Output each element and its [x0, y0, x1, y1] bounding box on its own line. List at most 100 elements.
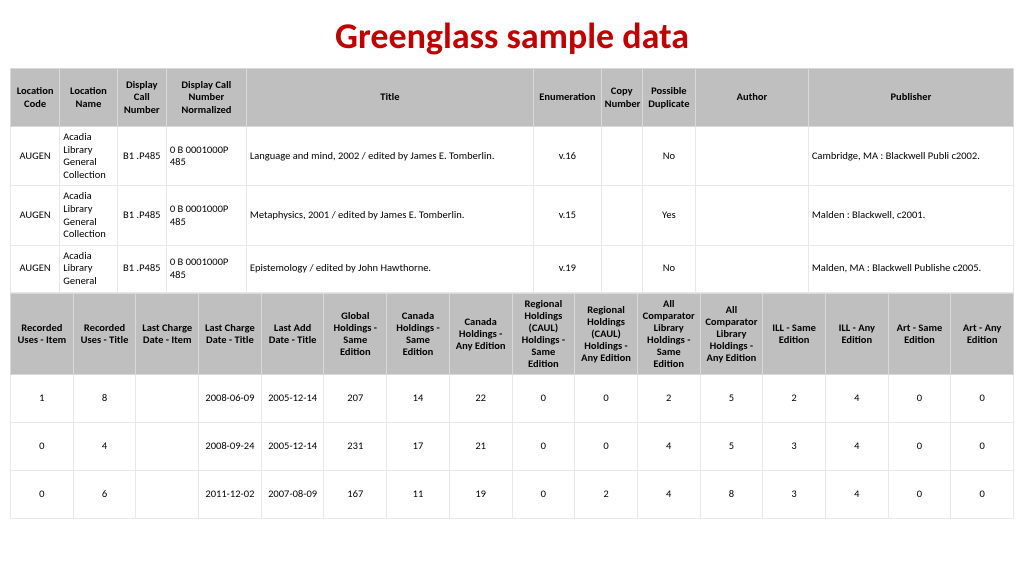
table2-col-11: All Comparator Library Holdings - Any Ed… — [700, 293, 763, 374]
table2-cell: 0 — [888, 422, 951, 470]
table1-cell — [696, 245, 809, 292]
table2-col-12: ILL - Same Edition — [763, 293, 826, 374]
table2-cell: 0 — [951, 422, 1014, 470]
table2-cell: 11 — [387, 470, 450, 518]
table1-cell — [601, 127, 642, 186]
table2-col-4: Last Add Date - Title — [261, 293, 324, 374]
table2-cell: 4 — [73, 422, 136, 470]
table2-cell: 2 — [763, 374, 826, 422]
table-row: 042008-09-242005-12-14231172100453400 — [11, 422, 1014, 470]
table2-cell: 0 — [512, 470, 575, 518]
table1-col-2: Display Call Number — [117, 69, 166, 127]
table2-cell: 14 — [387, 374, 450, 422]
table1-col-8: Author — [696, 69, 809, 127]
table1-cell: Acadia Library General — [60, 245, 117, 292]
table2-cell: 0 — [888, 470, 951, 518]
table2-cell: 4 — [825, 470, 888, 518]
table1-cell: Acadia Library General Collection — [60, 127, 117, 186]
table1-cell: 0 B 0001000P 485 — [166, 127, 246, 186]
table2-cell — [136, 374, 199, 422]
table1-cell: Malden, MA : Blackwell Publishe c2005. — [808, 245, 1013, 292]
table-row: AUGENAcadia Library GeneralB1 .P4850 B 0… — [11, 245, 1014, 292]
table1-cell: Yes — [642, 186, 695, 245]
table1-cell — [696, 127, 809, 186]
table2-col-7: Canada Holdings - Any Edition — [449, 293, 512, 374]
table2-cell: 21 — [449, 422, 512, 470]
table2-col-10: All Comparator Library Holdings - Same E… — [637, 293, 700, 374]
table1-cell: No — [642, 245, 695, 292]
table1-cell: Epistemology / edited by John Hawthorne. — [246, 245, 533, 292]
table2-cell: 2 — [575, 470, 638, 518]
table1-cell: No — [642, 127, 695, 186]
table2-col-5: Global Holdings - Same Edition — [324, 293, 387, 374]
table2-cell: 19 — [449, 470, 512, 518]
table2-cell: 4 — [637, 470, 700, 518]
table1-cell — [601, 245, 642, 292]
table2-cell — [136, 422, 199, 470]
table2-cell: 8 — [73, 374, 136, 422]
table2-cell: 17 — [387, 422, 450, 470]
table-row: 062011-12-022007-08-09167111902483400 — [11, 470, 1014, 518]
table1-cell: B1 .P485 — [117, 186, 166, 245]
table2-col-13: ILL - Any Edition — [825, 293, 888, 374]
table1-cell: Cambridge, MA : Blackwell Publi c2002. — [808, 127, 1013, 186]
table1-cell: v.19 — [534, 245, 602, 292]
table2-col-0: Recorded Uses - Item — [11, 293, 74, 374]
table2-col-2: Last Charge Date - Item — [136, 293, 199, 374]
table-row: 182008-06-092005-12-14207142200252400 — [11, 374, 1014, 422]
table2-cell: 0 — [888, 374, 951, 422]
table2-cell: 5 — [700, 374, 763, 422]
table2-header-row: Recorded Uses - ItemRecorded Uses - Titl… — [11, 293, 1014, 374]
table2-cell: 3 — [763, 470, 826, 518]
table2-cell: 2008-06-09 — [199, 374, 262, 422]
table2-cell: 0 — [951, 470, 1014, 518]
table1-cell: Language and mind, 2002 / edited by Jame… — [246, 127, 533, 186]
table2-col-6: Canada Holdings - Same Edition — [387, 293, 450, 374]
catalog-table: Location CodeLocation NameDisplay Call N… — [10, 68, 1014, 293]
page-title: Greenglass sample data — [0, 0, 1024, 68]
table2-col-14: Art - Same Edition — [888, 293, 951, 374]
table1-header-row: Location CodeLocation NameDisplay Call N… — [11, 69, 1014, 127]
table2-cell: 4 — [825, 374, 888, 422]
table-row: AUGENAcadia Library General CollectionB1… — [11, 186, 1014, 245]
table1-cell: 0 B 0001000P 485 — [166, 186, 246, 245]
table2-cell: 5 — [700, 422, 763, 470]
table-row: AUGENAcadia Library General CollectionB1… — [11, 127, 1014, 186]
table2-col-1: Recorded Uses - Title — [73, 293, 136, 374]
table1-cell: B1 .P485 — [117, 127, 166, 186]
table2-col-15: Art - Any Edition — [951, 293, 1014, 374]
table1-cell: AUGEN — [11, 245, 60, 292]
table2-cell: 22 — [449, 374, 512, 422]
table2-cell: 0 — [951, 374, 1014, 422]
table1-cell: Acadia Library General Collection — [60, 186, 117, 245]
table1-col-3: Display Call Number Normalized — [166, 69, 246, 127]
table2-col-8: Regional Holdings (CAUL) Holdings - Same… — [512, 293, 575, 374]
table1-col-6: Copy Number — [601, 69, 642, 127]
table1-cell: v.16 — [534, 127, 602, 186]
table2-cell: 2007-08-09 — [261, 470, 324, 518]
table2-cell: 231 — [324, 422, 387, 470]
table1-wrap: Location CodeLocation NameDisplay Call N… — [0, 68, 1024, 519]
holdings-table: Recorded Uses - ItemRecorded Uses - Titl… — [10, 293, 1014, 519]
table1-col-5: Enumeration — [534, 69, 602, 127]
table2-cell: 167 — [324, 470, 387, 518]
table2-cell: 4 — [825, 422, 888, 470]
table1-col-7: Possible Duplicate — [642, 69, 695, 127]
table2-cell: 6 — [73, 470, 136, 518]
table2-cell: 0 — [575, 374, 638, 422]
table2-cell: 0 — [575, 422, 638, 470]
table2-cell: 2 — [637, 374, 700, 422]
table2-cell: 2011-12-02 — [199, 470, 262, 518]
table2-cell: 4 — [637, 422, 700, 470]
table1-cell: Malden : Blackwell, c2001. — [808, 186, 1013, 245]
table1-col-0: Location Code — [11, 69, 60, 127]
table1-cell: AUGEN — [11, 186, 60, 245]
table2-cell: 1 — [11, 374, 74, 422]
table1-col-1: Location Name — [60, 69, 117, 127]
table1-cell: 0 B 0001000P 485 — [166, 245, 246, 292]
table1-cell: v.15 — [534, 186, 602, 245]
table2-cell: 0 — [512, 374, 575, 422]
table1-col-4: Title — [246, 69, 533, 127]
table2-col-3: Last Charge Date - Title — [199, 293, 262, 374]
table1-cell — [696, 186, 809, 245]
